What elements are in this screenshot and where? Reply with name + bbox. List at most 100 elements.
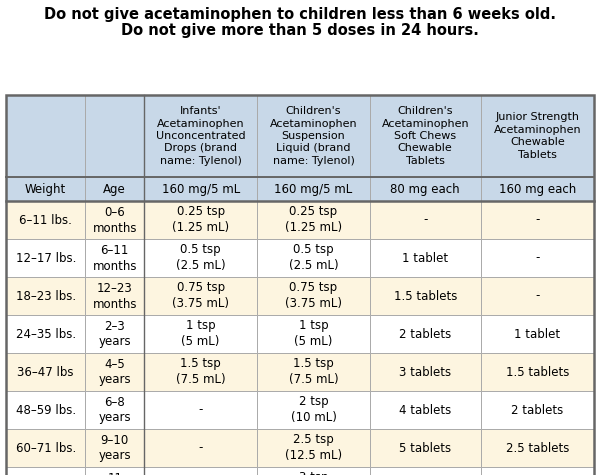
Text: 0.25 tsp
(1.25 mL): 0.25 tsp (1.25 mL) bbox=[285, 206, 342, 235]
Bar bbox=[370, 429, 481, 467]
Bar bbox=[257, 201, 370, 239]
Text: 2 tablets: 2 tablets bbox=[399, 327, 451, 341]
Text: 0.75 tsp
(3.75 mL): 0.75 tsp (3.75 mL) bbox=[172, 282, 229, 311]
Text: 80 mg each: 80 mg each bbox=[391, 182, 460, 196]
Bar bbox=[257, 353, 370, 391]
Bar bbox=[144, 177, 257, 201]
Text: 2 tsp
(10 mL): 2 tsp (10 mL) bbox=[290, 396, 337, 425]
Bar bbox=[144, 277, 257, 315]
Bar bbox=[6, 315, 85, 353]
Bar bbox=[85, 177, 144, 201]
Bar bbox=[370, 177, 481, 201]
Bar bbox=[370, 239, 481, 277]
Text: 6–11
months: 6–11 months bbox=[92, 244, 137, 273]
Text: 1 tablet: 1 tablet bbox=[402, 251, 448, 265]
Bar bbox=[370, 467, 481, 475]
Bar bbox=[6, 391, 85, 429]
Bar bbox=[481, 391, 594, 429]
Bar bbox=[257, 277, 370, 315]
Text: 36–47 lbs: 36–47 lbs bbox=[17, 365, 74, 379]
Bar bbox=[6, 201, 85, 239]
Text: 0.25 tsp
(1.25 mL): 0.25 tsp (1.25 mL) bbox=[172, 206, 229, 235]
Text: 1.5 tsp
(7.5 mL): 1.5 tsp (7.5 mL) bbox=[176, 358, 226, 387]
Text: 60–71 lbs.: 60–71 lbs. bbox=[16, 441, 76, 455]
Text: 1.5 tablets: 1.5 tablets bbox=[506, 365, 569, 379]
Text: 160 mg/5 mL: 160 mg/5 mL bbox=[274, 182, 353, 196]
Text: -: - bbox=[423, 213, 427, 227]
Bar bbox=[257, 315, 370, 353]
Text: 5 tablets: 5 tablets bbox=[399, 441, 451, 455]
Text: 1.5 tsp
(7.5 mL): 1.5 tsp (7.5 mL) bbox=[289, 358, 338, 387]
Bar bbox=[481, 239, 594, 277]
Bar bbox=[144, 391, 257, 429]
Bar bbox=[481, 277, 594, 315]
Bar bbox=[6, 353, 85, 391]
Bar bbox=[6, 277, 85, 315]
Bar bbox=[481, 467, 594, 475]
Text: 18–23 lbs.: 18–23 lbs. bbox=[16, 289, 76, 303]
Bar bbox=[85, 315, 144, 353]
Text: 0.5 tsp
(2.5 mL): 0.5 tsp (2.5 mL) bbox=[289, 244, 338, 273]
Text: 48–59 lbs.: 48–59 lbs. bbox=[16, 403, 76, 417]
Bar bbox=[85, 467, 144, 475]
Bar bbox=[370, 201, 481, 239]
Bar bbox=[370, 95, 481, 177]
Text: Weight: Weight bbox=[25, 182, 67, 196]
Text: -: - bbox=[199, 441, 203, 455]
Text: 11
years: 11 years bbox=[98, 472, 131, 475]
Bar bbox=[6, 239, 85, 277]
Text: 12–23
months: 12–23 months bbox=[92, 282, 137, 311]
Bar bbox=[481, 353, 594, 391]
Text: 4–5
years: 4–5 years bbox=[98, 358, 131, 387]
Text: 2 tablets: 2 tablets bbox=[511, 403, 563, 417]
Bar bbox=[6, 177, 85, 201]
Bar bbox=[144, 467, 257, 475]
Text: Children's
Acetaminophen
Soft Chews
Chewable
Tablets: Children's Acetaminophen Soft Chews Chew… bbox=[382, 106, 469, 166]
Bar bbox=[85, 391, 144, 429]
Text: 12–17 lbs.: 12–17 lbs. bbox=[16, 251, 76, 265]
Bar bbox=[481, 315, 594, 353]
Text: 0.5 tsp
(2.5 mL): 0.5 tsp (2.5 mL) bbox=[176, 244, 226, 273]
Bar bbox=[257, 391, 370, 429]
Text: 24–35 lbs.: 24–35 lbs. bbox=[16, 327, 76, 341]
Text: 1 tsp
(5 mL): 1 tsp (5 mL) bbox=[295, 320, 333, 349]
Bar bbox=[144, 315, 257, 353]
Bar bbox=[481, 201, 594, 239]
Text: 3 tsp
(15 mL): 3 tsp (15 mL) bbox=[290, 472, 337, 475]
Bar bbox=[481, 429, 594, 467]
Bar bbox=[370, 391, 481, 429]
Bar bbox=[6, 95, 85, 177]
Text: Do not give more than 5 doses in 24 hours.: Do not give more than 5 doses in 24 hour… bbox=[121, 23, 479, 38]
Text: Do not give acetaminophen to children less than 6 weeks old.: Do not give acetaminophen to children le… bbox=[44, 7, 556, 22]
Bar bbox=[85, 429, 144, 467]
Bar bbox=[370, 277, 481, 315]
Bar bbox=[144, 201, 257, 239]
Text: -: - bbox=[535, 251, 539, 265]
Text: -: - bbox=[535, 213, 539, 227]
Bar bbox=[6, 95, 594, 475]
Text: 9–10
years: 9–10 years bbox=[98, 434, 131, 463]
Bar bbox=[257, 239, 370, 277]
Text: Junior Strength
Acetaminophen
Chewable
Tablets: Junior Strength Acetaminophen Chewable T… bbox=[493, 113, 581, 160]
Text: 3 tablets: 3 tablets bbox=[399, 365, 451, 379]
Bar bbox=[481, 177, 594, 201]
Bar bbox=[144, 239, 257, 277]
Text: 2.5 tsp
(12.5 mL): 2.5 tsp (12.5 mL) bbox=[285, 434, 342, 463]
Bar bbox=[85, 95, 144, 177]
Bar bbox=[257, 177, 370, 201]
Bar bbox=[370, 353, 481, 391]
Text: 160 mg each: 160 mg each bbox=[499, 182, 576, 196]
Text: 2.5 tablets: 2.5 tablets bbox=[506, 441, 569, 455]
Bar bbox=[85, 201, 144, 239]
Text: 1.5 tablets: 1.5 tablets bbox=[394, 289, 457, 303]
Bar bbox=[370, 315, 481, 353]
Text: Age: Age bbox=[103, 182, 126, 196]
Text: 6–11 lbs.: 6–11 lbs. bbox=[19, 213, 72, 227]
Bar bbox=[257, 95, 370, 177]
Bar bbox=[257, 467, 370, 475]
Text: 0–6
months: 0–6 months bbox=[92, 206, 137, 235]
Text: -: - bbox=[199, 403, 203, 417]
Bar bbox=[6, 467, 85, 475]
Text: 6–8
years: 6–8 years bbox=[98, 396, 131, 425]
Bar bbox=[85, 353, 144, 391]
